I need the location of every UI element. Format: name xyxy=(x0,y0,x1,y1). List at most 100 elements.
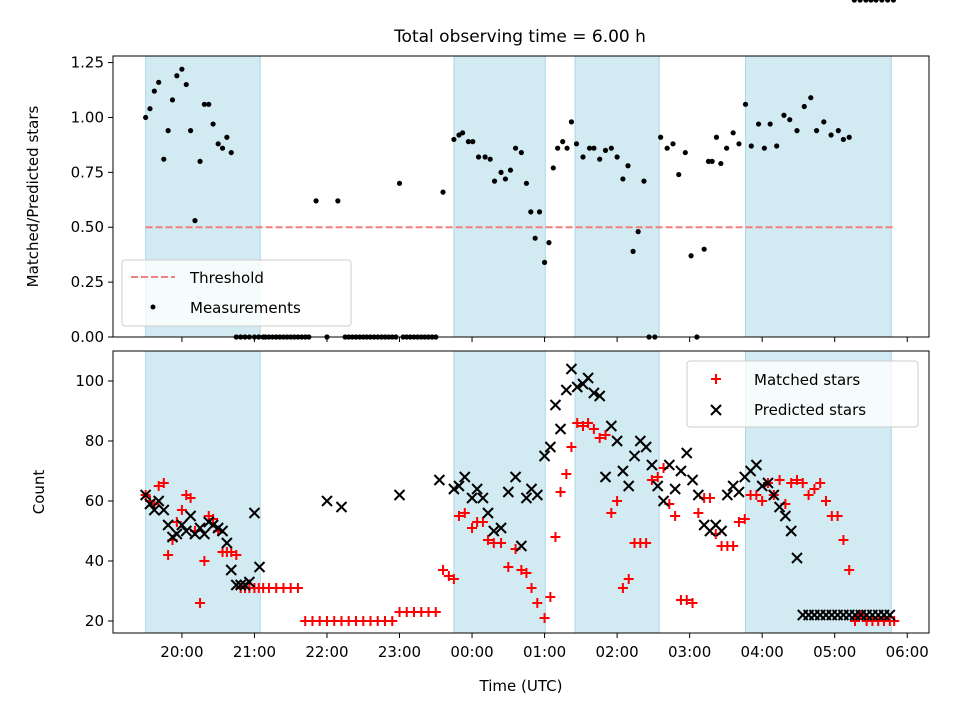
predicted-star-marker xyxy=(221,537,233,549)
y-tick-label: 1.00 xyxy=(71,108,104,126)
measurement-point xyxy=(857,0,863,3)
matched-star-marker xyxy=(153,481,164,491)
measurement-point xyxy=(608,145,614,151)
measurement-point xyxy=(873,0,879,3)
matched-star-marker xyxy=(809,484,820,494)
matched-star-marker xyxy=(646,475,657,485)
measurement-point xyxy=(851,0,857,3)
predicted-star-marker xyxy=(180,525,192,537)
shaded-interval xyxy=(574,55,660,338)
measurement-point xyxy=(215,141,221,147)
predicted-star-marker xyxy=(640,441,652,453)
matched-star-marker xyxy=(728,541,739,551)
matched-star-marker xyxy=(797,478,808,488)
matched-star-marker xyxy=(195,598,206,608)
y-tick-label: 0.00 xyxy=(71,328,104,346)
measurement-point xyxy=(664,145,670,151)
measurement-point xyxy=(555,145,561,151)
predicted-star-marker xyxy=(750,459,763,471)
measurement-point xyxy=(736,141,742,147)
measurement-point xyxy=(206,101,212,107)
predicted-star-marker xyxy=(593,390,606,402)
matched-star-marker xyxy=(832,511,843,521)
measurement-point xyxy=(846,134,852,140)
measurement-point xyxy=(580,154,586,160)
matched-star-marker xyxy=(387,616,398,626)
measurement-point xyxy=(840,136,847,143)
x-tick-label: 20:00 xyxy=(160,643,203,661)
x-tick-label: 01:00 xyxy=(523,643,566,661)
measurement-point xyxy=(335,198,341,204)
matched-star-marker xyxy=(850,616,861,626)
measurement-point xyxy=(705,158,712,164)
measurement-point xyxy=(151,88,157,94)
measurement-point xyxy=(586,145,593,151)
measurement-point xyxy=(781,112,787,118)
measurement-point xyxy=(767,121,773,127)
predicted-star-marker xyxy=(148,504,161,516)
matched-star-marker xyxy=(815,478,826,488)
measurement-point xyxy=(835,128,841,134)
measurement-point xyxy=(863,0,869,3)
matched-star-marker xyxy=(467,523,478,533)
matched-star-marker xyxy=(226,547,237,557)
shaded-interval xyxy=(145,350,261,634)
measurement-point xyxy=(528,209,534,215)
measurement-point xyxy=(156,79,162,85)
measurement-point xyxy=(620,176,626,182)
matched-star-marker xyxy=(516,565,527,575)
matched-star-marker xyxy=(578,421,589,431)
matched-star-marker xyxy=(566,442,577,452)
predicted-star-marker xyxy=(762,477,774,489)
measurement-point xyxy=(597,156,603,162)
measurement-point xyxy=(868,0,874,3)
legend-measurements-swatch xyxy=(150,304,156,310)
matched-star-marker xyxy=(477,517,488,527)
measurement-point xyxy=(470,139,476,145)
measurement-point xyxy=(658,134,664,140)
bottom-legend-box xyxy=(686,360,919,428)
matched-star-marker xyxy=(600,430,611,440)
predicted-star-marker xyxy=(531,489,544,501)
measurement-point xyxy=(174,73,180,79)
x-axis-label: Time (UTC) xyxy=(479,677,563,695)
predicted-star-marker xyxy=(477,492,489,504)
matched-star-marker xyxy=(681,595,692,605)
predicted-star-marker xyxy=(144,498,156,510)
shaded-interval xyxy=(453,55,546,338)
predicted-star-marker xyxy=(773,501,786,513)
x-tick-label: 04:00 xyxy=(741,643,784,661)
predicted-star-marker xyxy=(488,525,500,537)
matched-star-marker xyxy=(612,496,623,506)
measurement-point xyxy=(188,128,194,134)
matched-star-marker xyxy=(496,538,507,548)
predicted-star-marker xyxy=(686,474,699,486)
measurement-point xyxy=(828,132,834,138)
matched-star-marker xyxy=(292,583,303,593)
measurement-point xyxy=(724,145,730,151)
predicted-stars-points xyxy=(139,363,896,621)
predicted-star-marker xyxy=(248,507,261,519)
predicted-star-marker xyxy=(162,519,174,531)
matched-star-marker xyxy=(555,487,566,497)
matched-star-marker xyxy=(526,583,537,593)
y-tick-label: 0.75 xyxy=(71,163,104,181)
y-tick-label: 1.25 xyxy=(71,54,104,72)
measurement-point xyxy=(774,143,780,149)
y-tick-label: 0.50 xyxy=(71,218,104,236)
y-tick-label: 0.25 xyxy=(71,273,104,291)
legend-threshold-label: Threshold xyxy=(189,269,264,287)
predicted-star-marker xyxy=(139,489,152,501)
shaded-interval xyxy=(453,350,546,634)
measurement-point xyxy=(676,171,682,178)
shaded-interval xyxy=(574,350,660,634)
predicted-star-marker xyxy=(611,435,623,447)
predicted-star-marker xyxy=(623,480,635,492)
predicted-star-marker xyxy=(234,579,247,591)
predicted-star-marker xyxy=(321,495,333,507)
predicted-star-marker xyxy=(253,561,266,573)
measurement-point xyxy=(885,0,891,3)
matched-star-marker xyxy=(844,565,855,575)
matched-star-marker xyxy=(448,574,459,584)
measurement-point xyxy=(465,139,472,145)
